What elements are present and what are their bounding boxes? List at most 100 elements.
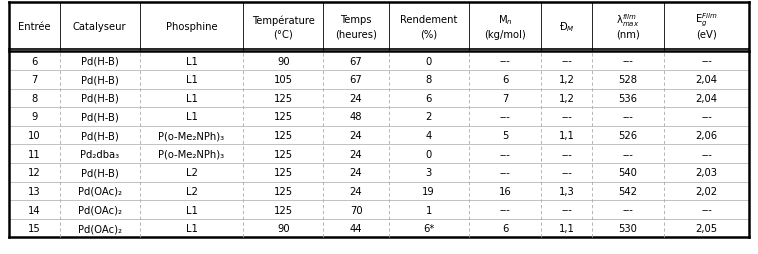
Text: ---: ---	[500, 205, 510, 215]
Text: L1: L1	[186, 75, 197, 85]
Text: Temps: Temps	[340, 15, 371, 25]
Text: 19: 19	[422, 186, 435, 196]
Text: P(o-Me₂NPh)₃: P(o-Me₂NPh)₃	[158, 149, 224, 159]
Text: 125: 125	[274, 93, 293, 103]
Text: 2,04: 2,04	[696, 75, 718, 85]
Text: ---: ---	[561, 168, 572, 178]
Text: 12: 12	[28, 168, 41, 178]
Text: 2,06: 2,06	[696, 131, 718, 140]
Text: Température: Température	[252, 15, 315, 25]
Text: L1: L1	[186, 112, 197, 122]
Text: 24: 24	[349, 93, 362, 103]
Text: 1,1: 1,1	[559, 223, 575, 233]
Text: Pd(OAc)₂: Pd(OAc)₂	[77, 223, 121, 233]
Text: L2: L2	[186, 168, 197, 178]
Text: (nm): (nm)	[616, 29, 640, 39]
Text: (%): (%)	[420, 29, 437, 39]
Text: 125: 125	[274, 205, 293, 215]
Text: 3: 3	[425, 168, 432, 178]
Text: ---: ---	[561, 56, 572, 66]
Text: 8: 8	[425, 75, 432, 85]
Text: L1: L1	[186, 56, 197, 66]
Text: 2,05: 2,05	[696, 223, 718, 233]
Text: 4: 4	[425, 131, 432, 140]
Text: ---: ---	[622, 56, 634, 66]
Text: Pd(OAc)₂: Pd(OAc)₂	[77, 205, 121, 215]
Text: ---: ---	[561, 205, 572, 215]
Text: 13: 13	[28, 186, 41, 196]
Text: ---: ---	[561, 112, 572, 122]
Text: 6: 6	[502, 75, 508, 85]
Text: 8: 8	[31, 93, 37, 103]
Text: 11: 11	[28, 149, 41, 159]
Text: 5: 5	[502, 131, 508, 140]
Text: ---: ---	[500, 112, 510, 122]
Text: ---: ---	[701, 56, 712, 66]
Text: (kg/mol): (kg/mol)	[484, 29, 526, 39]
Text: 1,2: 1,2	[559, 75, 575, 85]
Text: ---: ---	[622, 149, 634, 159]
Text: Pd(H-B): Pd(H-B)	[80, 56, 118, 66]
Text: Rendement: Rendement	[400, 15, 457, 25]
Text: 24: 24	[349, 168, 362, 178]
Text: (heures): (heures)	[335, 29, 377, 39]
Text: 2,03: 2,03	[696, 168, 718, 178]
Text: 14: 14	[28, 205, 41, 215]
Text: Pd(H-B): Pd(H-B)	[80, 93, 118, 103]
Text: ---: ---	[701, 112, 712, 122]
Text: Pd(H-B): Pd(H-B)	[80, 131, 118, 140]
Text: L1: L1	[186, 223, 197, 233]
Text: Phosphine: Phosphine	[166, 22, 218, 32]
Text: 2,02: 2,02	[696, 186, 718, 196]
Text: Entrée: Entrée	[18, 22, 51, 32]
Text: 0: 0	[425, 149, 432, 159]
Text: 125: 125	[274, 149, 293, 159]
Text: 6: 6	[502, 223, 508, 233]
Text: 15: 15	[28, 223, 41, 233]
Text: ---: ---	[622, 112, 634, 122]
Text: Catalyseur: Catalyseur	[73, 22, 127, 32]
Text: Pd(OAc)₂: Pd(OAc)₂	[77, 186, 121, 196]
Text: ---: ---	[500, 56, 510, 66]
Text: 125: 125	[274, 168, 293, 178]
Text: L1: L1	[186, 93, 197, 103]
Text: 125: 125	[274, 186, 293, 196]
Text: 67: 67	[349, 75, 362, 85]
Text: 6*: 6*	[423, 223, 434, 233]
Text: 24: 24	[349, 131, 362, 140]
Text: 125: 125	[274, 112, 293, 122]
Text: 44: 44	[349, 223, 362, 233]
Text: (°C): (°C)	[274, 29, 293, 39]
Text: 24: 24	[349, 149, 362, 159]
Text: 540: 540	[619, 168, 637, 178]
Text: Đ$_M$: Đ$_M$	[559, 20, 575, 34]
Text: λ$_{max}^{film}$: λ$_{max}^{film}$	[616, 12, 640, 28]
Text: 1,1: 1,1	[559, 131, 575, 140]
Text: (eV): (eV)	[697, 29, 717, 39]
Text: 48: 48	[349, 112, 362, 122]
Text: 6: 6	[31, 56, 37, 66]
Text: E$_g^{Film}$: E$_g^{Film}$	[695, 11, 718, 29]
Text: 90: 90	[277, 223, 290, 233]
Text: 536: 536	[619, 93, 637, 103]
Text: 528: 528	[619, 75, 637, 85]
Text: ---: ---	[701, 149, 712, 159]
Text: Pd(H-B): Pd(H-B)	[80, 75, 118, 85]
Text: 542: 542	[619, 186, 637, 196]
Text: Pd(H-B): Pd(H-B)	[80, 168, 118, 178]
Text: M$_n$: M$_n$	[498, 13, 512, 27]
Text: 526: 526	[619, 131, 637, 140]
Text: 2: 2	[425, 112, 432, 122]
Text: 7: 7	[502, 93, 508, 103]
Text: 6: 6	[425, 93, 432, 103]
Text: L2: L2	[186, 186, 197, 196]
Text: ---: ---	[500, 168, 510, 178]
Text: 1,2: 1,2	[559, 93, 575, 103]
Text: 1: 1	[425, 205, 432, 215]
Text: 125: 125	[274, 131, 293, 140]
Text: 7: 7	[31, 75, 37, 85]
Text: 2,04: 2,04	[696, 93, 718, 103]
Text: 16: 16	[499, 186, 512, 196]
Text: 70: 70	[349, 205, 362, 215]
Text: 1,3: 1,3	[559, 186, 575, 196]
